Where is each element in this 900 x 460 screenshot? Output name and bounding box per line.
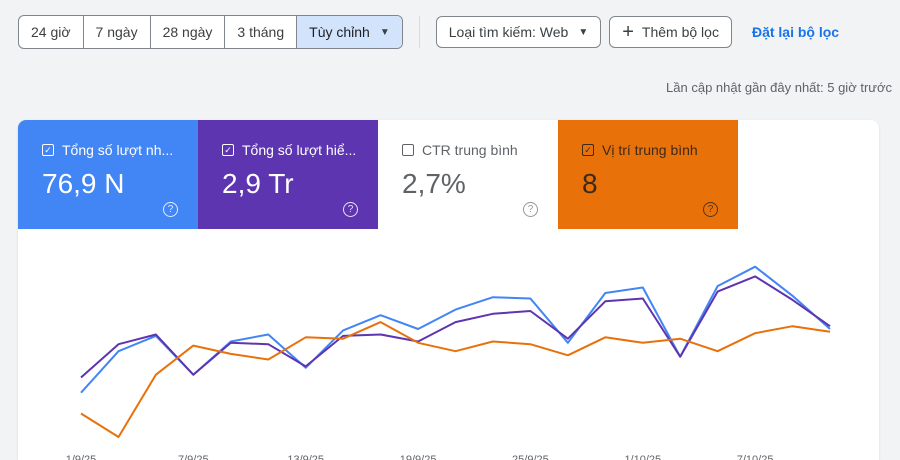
range-24h[interactable]: 24 giờ: [19, 16, 84, 48]
series-line-2: [80, 321, 831, 438]
x-tick-label: 13/9/25: [287, 454, 324, 460]
checkbox-checked-icon[interactable]: ✓: [222, 144, 234, 156]
plus-icon: +: [622, 21, 634, 43]
range-custom-label: Tùy chỉnh: [309, 24, 370, 40]
metric-total-impressions[interactable]: ✓ Tổng số lượt hiể... 2,9 Tr ?: [198, 120, 378, 229]
help-icon[interactable]: ?: [163, 202, 178, 217]
help-icon[interactable]: ?: [703, 202, 718, 217]
x-tick-label: 19/9/25: [400, 454, 437, 460]
add-filter-button[interactable]: + Thêm bộ lọc: [609, 16, 732, 48]
toolbar-divider: [418, 16, 420, 48]
metric-total-clicks[interactable]: ✓ Tổng số lượt nh... 76,9 N ?: [18, 120, 198, 229]
metric-average-ctr[interactable]: CTR trung bình 2,7% ?: [378, 120, 558, 229]
last-updated-text: Lần cập nhật gần đây nhất: 5 giờ trước: [666, 80, 892, 95]
metric-label: CTR trung bình: [422, 142, 518, 158]
performance-line-chart: 1/9/25 7/9/25 13/9/25 19/9/25 25/9/25 1/10/25…: [66, 265, 831, 460]
x-tick-label: 7/10/25: [737, 454, 774, 460]
range-custom[interactable]: Tùy chỉnh ▼: [297, 16, 402, 48]
filter-toolbar: 24 giờ 7 ngày 28 ngày 3 tháng Tùy chỉnh …: [18, 15, 900, 49]
x-tick-label: 1/10/25: [624, 454, 661, 460]
metric-label: Vị trí trung bình: [602, 142, 698, 158]
checkbox-unchecked-icon[interactable]: [402, 144, 414, 156]
range-7d[interactable]: 7 ngày: [84, 16, 151, 48]
add-filter-label: Thêm bộ lọc: [641, 24, 719, 40]
checkbox-checked-icon[interactable]: ✓: [42, 144, 54, 156]
help-icon[interactable]: ?: [523, 202, 538, 217]
metric-value: 76,9 N: [42, 168, 125, 199]
date-range-selector: 24 giờ 7 ngày 28 ngày 3 tháng Tùy chỉnh …: [18, 15, 403, 49]
help-icon[interactable]: ?: [343, 202, 358, 217]
x-tick-label: 25/9/25: [512, 454, 549, 460]
caret-down-icon: ▼: [379, 26, 390, 38]
x-tick-label: 7/9/25: [178, 454, 209, 460]
series-line-1: [80, 275, 831, 379]
metric-value: 2,7%: [402, 168, 466, 199]
caret-down-icon: ▼: [578, 26, 589, 38]
checkbox-checked-icon[interactable]: ✓: [582, 144, 594, 156]
x-tick-label: 1/9/25: [66, 454, 97, 460]
metric-label: Tổng số lượt nh...: [62, 142, 174, 158]
x-axis-ticks: 1/9/25 7/9/25 13/9/25 19/9/25 25/9/25 1/10/25…: [66, 454, 774, 460]
performance-card: ✓ Tổng số lượt nh... 76,9 N ? ✓ Tổng số …: [18, 120, 879, 460]
metric-average-position[interactable]: ✓ Vị trí trung bình 8 ?: [558, 120, 738, 229]
search-type-dropdown[interactable]: Loại tìm kiếm: Web ▼: [435, 16, 602, 48]
range-3m[interactable]: 3 tháng: [225, 16, 298, 48]
reset-filters-link[interactable]: Đặt lại bộ lọc: [751, 24, 840, 40]
chart-lines: [80, 265, 831, 438]
metric-tabs: ✓ Tổng số lượt nh... 76,9 N ? ✓ Tổng số …: [18, 120, 879, 229]
metric-value: 8: [582, 168, 598, 199]
search-type-label: Loại tìm kiếm: Web: [448, 24, 569, 40]
metric-value: 2,9 Tr: [222, 168, 294, 199]
metric-label: Tổng số lượt hiể...: [242, 142, 357, 158]
range-28d[interactable]: 28 ngày: [151, 16, 226, 48]
